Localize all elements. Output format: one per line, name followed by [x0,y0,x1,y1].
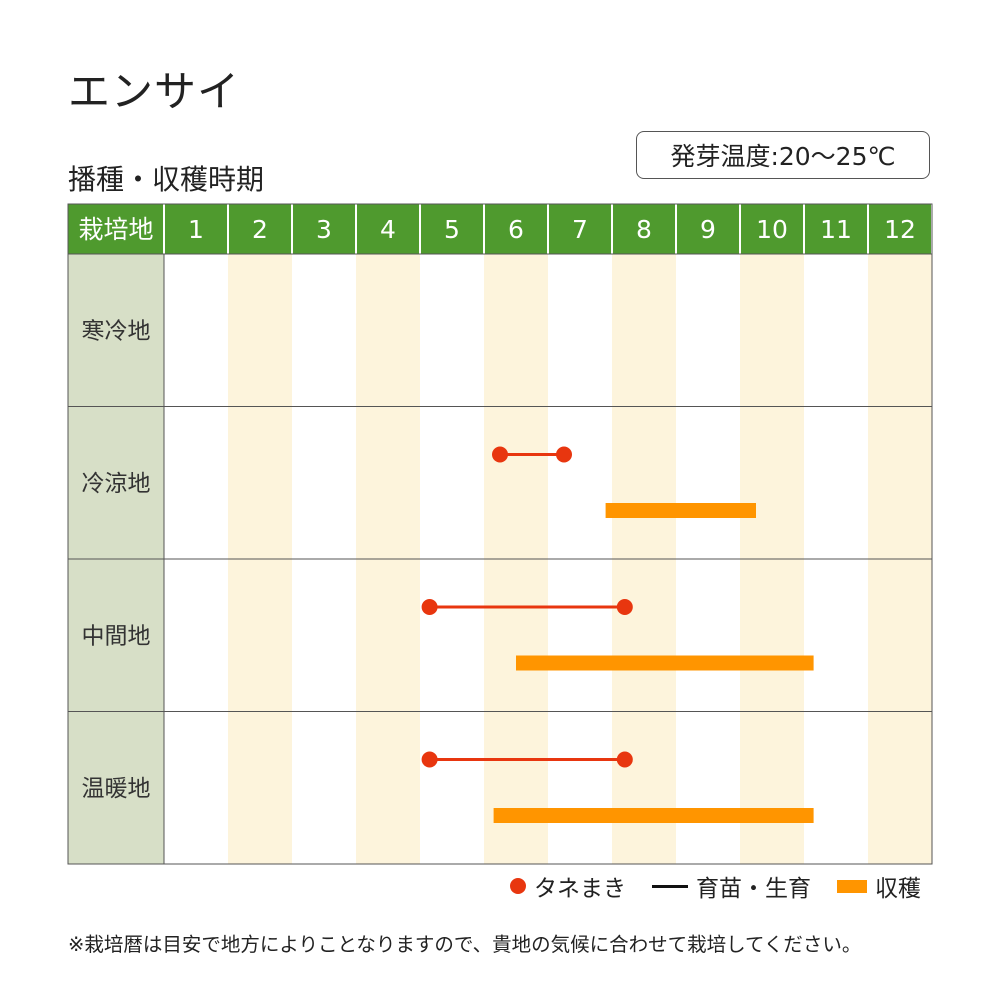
region-label-0: 寒冷地 [82,318,151,344]
month-label-2: 2 [252,215,268,244]
sowing-end-dot-3-0 [616,751,633,768]
chart-title: 播種・収穫時期 [68,163,265,196]
nursery-line-icon [652,884,688,888]
month-label-12: 12 [884,215,916,244]
sowing-end-dot-1-0 [556,446,572,463]
region-label-3: 温暖地 [82,776,151,802]
header-corner-label: 栽培地 [78,215,153,244]
header-row-bg [68,204,932,254]
germination-temperature: 発芽温度:20〜25℃ [670,142,896,171]
harvest-bar-1-0 [605,503,756,518]
sowing-start-dot-2-0 [421,599,438,615]
month-label-3: 3 [316,215,332,244]
germination-temperature-box: 発芽温度:20〜25℃ [636,131,930,179]
harvest-bar-icon [837,879,867,893]
harvest-bar-2-0 [516,655,814,671]
month-label-8: 8 [636,215,652,244]
legend-harvest: 収穫 [837,869,921,903]
month-label-7: 7 [572,215,588,244]
region-label-2: 中間地 [82,623,151,649]
month-label-11: 11 [820,215,852,244]
legend-harvest-label: 収穫 [875,876,921,902]
legend-sowing-label: タネまき [534,876,626,902]
harvest-bar-3-0 [493,808,814,823]
month-label-5: 5 [444,215,460,244]
sowing-dot-icon [510,878,526,894]
month-label-4: 4 [380,215,396,244]
month-label-1: 1 [188,215,204,244]
month-label-6: 6 [508,215,524,244]
chart-border [67,203,933,865]
sowing-start-dot-1-0 [492,446,508,463]
month-label-10: 10 [756,215,788,244]
legend: タネまき 育苗・生育 収穫 [510,870,921,902]
footnote: ※栽培暦は目安で地方によりことなりますので、貴地の気候に合わせて栽培してください… [68,933,862,956]
sowing-start-dot-3-0 [421,751,438,768]
month-label-9: 9 [700,215,716,244]
sowing-end-dot-2-0 [616,599,633,615]
page-title: エンサイ [68,67,241,116]
legend-nursery: 育苗・生育 [652,869,811,903]
legend-nursery-label: 育苗・生育 [696,876,811,902]
region-label-1: 冷涼地 [82,471,151,497]
legend-sowing: タネまき [510,869,626,903]
